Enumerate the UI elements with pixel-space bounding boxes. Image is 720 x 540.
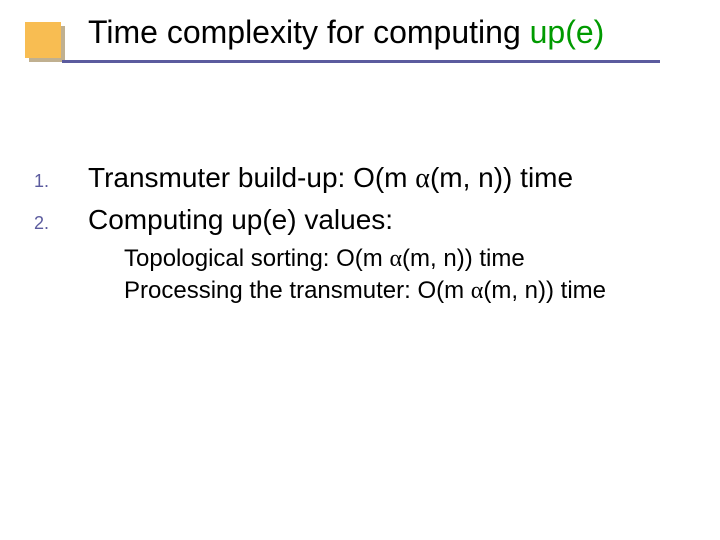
sub-item: Topological sorting: O(m α(m, n)) time	[124, 243, 690, 275]
item-text: Transmuter build-up: O(m α(m, n)) time	[88, 160, 573, 196]
text-segment: Processing the transmuter: O(m	[124, 277, 471, 304]
text-segment: (m, n)) time	[402, 245, 525, 272]
item-number: 2.	[34, 205, 88, 234]
text-segment: (m, n)) time	[430, 162, 573, 193]
text-segment: Topological sorting: O(m	[124, 245, 389, 272]
title-upfn: up(e)	[530, 14, 605, 50]
sub-list: Topological sorting: O(m α(m, n)) time P…	[124, 243, 690, 308]
title-underline	[62, 60, 660, 63]
list-item: 1. Transmuter build-up: O(m α(m, n)) tim…	[34, 160, 690, 196]
title-prefix: Time complexity for computing	[88, 14, 530, 50]
item-number: 1.	[34, 163, 88, 192]
text-segment: (m, n)) time	[483, 277, 606, 304]
list-item: 2. Computing up(e) values:	[34, 202, 690, 237]
text-segment: Transmuter build-up: O(m	[88, 162, 415, 193]
alpha-symbol: α	[415, 163, 430, 194]
alpha-symbol: α	[471, 278, 484, 304]
corner-accent-box	[25, 22, 61, 58]
text-segment: Computing	[88, 204, 231, 235]
slide-body: 1. Transmuter build-up: O(m α(m, n)) tim…	[34, 160, 690, 308]
item-text: Computing up(e) values:	[88, 202, 393, 237]
text-segment: values:	[297, 204, 394, 235]
sub-item: Processing the transmuter: O(m α(m, n)) …	[124, 275, 690, 307]
text-segment: up(e)	[231, 204, 296, 235]
slide-title: Time complexity for computing up(e)	[88, 14, 604, 51]
slide: Time complexity for computing up(e) 1. T…	[0, 0, 720, 540]
alpha-symbol: α	[389, 246, 402, 272]
